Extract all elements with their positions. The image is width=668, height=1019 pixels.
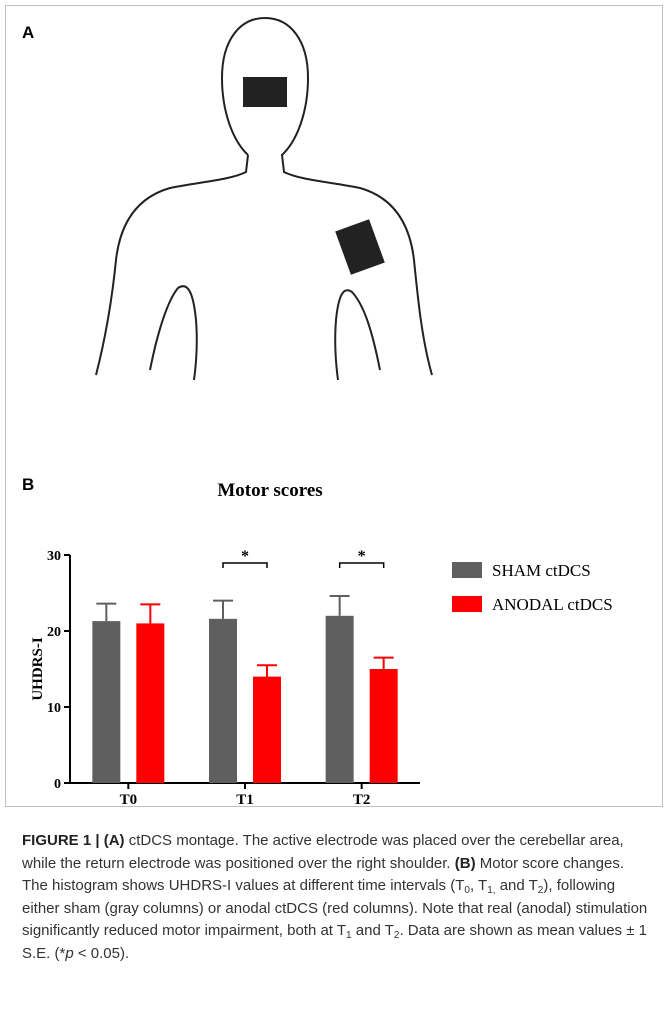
caption-run: (B) [455,855,476,872]
significance-label: * [358,548,366,565]
caption-run: < 0.05). [74,945,129,962]
cerebellar-electrode [243,77,287,107]
y-tick-label: 30 [47,549,61,564]
legend-label: ANODAL ctDCS [492,595,613,614]
caption-run: 1, [487,885,495,896]
caption-run: p [65,945,73,962]
y-tick-label: 10 [47,701,61,716]
legend-swatch [452,596,482,612]
bar [209,619,237,783]
caption-run: FIGURE 1 | (A) [22,832,125,849]
bar [92,621,120,783]
figure: A B Motor scores UHDRS-I 0 10 20 30 T0 T1 T2 * *… [0,0,668,815]
y-axis-title: UHDRS-I [30,637,46,701]
panel-label: B [22,475,34,494]
caption-run: , T [470,877,487,894]
bar [253,677,281,783]
legend-label: SHAM ctDCS [492,561,591,580]
chart-title: Motor scores [217,480,322,501]
panel-label: A [22,23,34,42]
significance-label: * [241,548,249,565]
caption-run: and T [496,877,538,894]
caption: FIGURE 1 | (A) ctDCS montage. The active… [22,830,652,965]
shoulder-electrode [335,219,385,275]
bar [136,623,164,783]
caption-run: and T [352,922,394,939]
y-tick-label: 0 [54,777,61,792]
x-tick-label: T0 [120,792,138,808]
page: A B Motor scores UHDRS-I 0 10 20 30 T0 T1 T2 * *… [0,0,668,1019]
y-tick-label: 20 [47,625,61,640]
bar [326,616,354,783]
x-tick-label: T1 [236,792,254,808]
bar [370,669,398,783]
x-tick-label: T2 [353,792,371,808]
body-outline [96,18,432,380]
legend-swatch [452,562,482,578]
